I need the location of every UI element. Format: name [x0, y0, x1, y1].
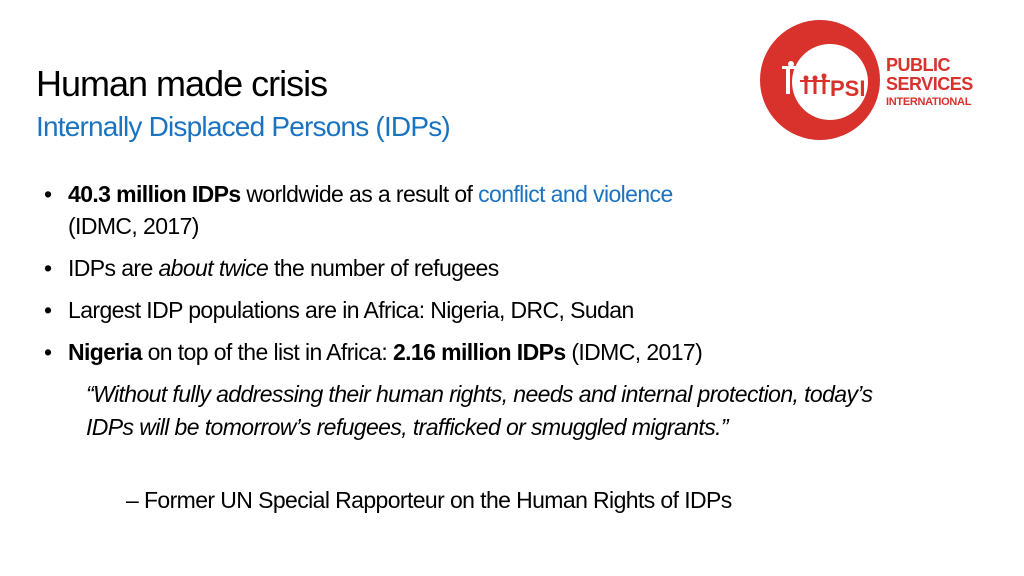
bullet-item: 40.3 million IDPs worldwide as a result … — [44, 178, 944, 242]
logo-line-international: INTERNATIONAL — [886, 96, 972, 108]
psi-circle-icon: PSI — [760, 20, 880, 140]
quote-text: “Without fully addressing their human ri… — [86, 381, 873, 440]
logo-line-services: SERVICES — [886, 74, 973, 94]
quote-attribution: – Former UN Special Rapporteur on the Hu… — [126, 487, 732, 513]
slide-title: Human made crisis — [36, 63, 328, 104]
bullet-text: the number of refugees — [268, 255, 499, 281]
bullet-item: Nigeria on top of the list in Africa: 2.… — [44, 336, 944, 368]
stat-nigeria-idps: 2.16 million IDPs — [392, 339, 566, 365]
stat-idps-worldwide: 40.3 million IDPs — [68, 181, 241, 207]
country-nigeria: Nigeria — [68, 339, 142, 365]
psi-logo: PSI PUBLIC SERVICES INTERNATIONAL — [760, 20, 1010, 140]
bullet-list: 40.3 million IDPs worldwide as a result … — [44, 178, 944, 378]
bullet-text: on top of the list in Africa: — [141, 339, 393, 365]
svg-text:PSI: PSI — [830, 76, 865, 101]
citation: (IDMC, 2017) — [565, 339, 703, 365]
logo-line-public: PUBLIC — [886, 55, 950, 75]
psi-wordmark: PUBLIC SERVICES INTERNATIONAL — [886, 56, 973, 110]
bullet-text: worldwide as a result of — [240, 181, 479, 207]
emphasis: about twice — [158, 255, 269, 281]
slide-subtitle: Internally Displaced Persons (IDPs) — [36, 111, 451, 142]
people-holding-hands-icon — [782, 61, 796, 94]
bullet-text: IDPs are — [68, 255, 159, 281]
bullet-item: IDPs are about twice the number of refug… — [44, 252, 944, 284]
highlight-conflict: conflict and violence — [478, 181, 673, 207]
bullet-item: Largest IDP populations are in Africa: N… — [44, 294, 944, 326]
bullet-text: Largest IDP populations are in Africa: N… — [68, 297, 634, 323]
citation: (IDMC, 2017) — [68, 213, 199, 239]
